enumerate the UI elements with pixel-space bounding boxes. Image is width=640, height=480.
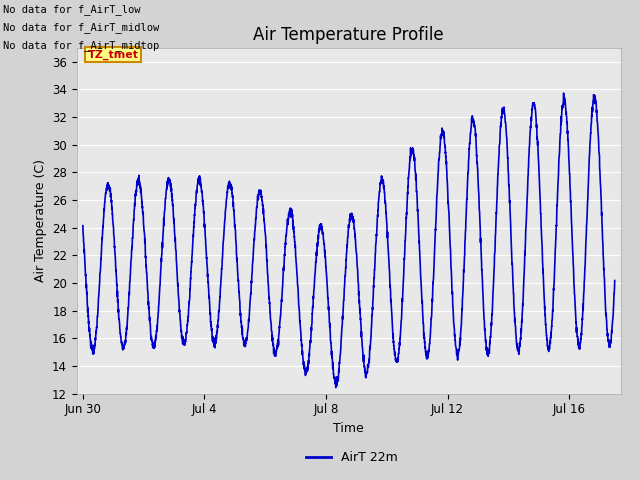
Title: Air Temperature Profile: Air Temperature Profile (253, 25, 444, 44)
Text: TZ_tmet: TZ_tmet (88, 49, 138, 60)
X-axis label: Time: Time (333, 422, 364, 435)
Text: No data for f_AirT_midtop: No data for f_AirT_midtop (3, 40, 159, 51)
Y-axis label: Air Temperature (C): Air Temperature (C) (33, 159, 47, 282)
Legend: AirT 22m: AirT 22m (301, 446, 403, 469)
Text: No data for f_AirT_low: No data for f_AirT_low (3, 4, 141, 15)
Text: No data for f_AirT_midlow: No data for f_AirT_midlow (3, 22, 159, 33)
